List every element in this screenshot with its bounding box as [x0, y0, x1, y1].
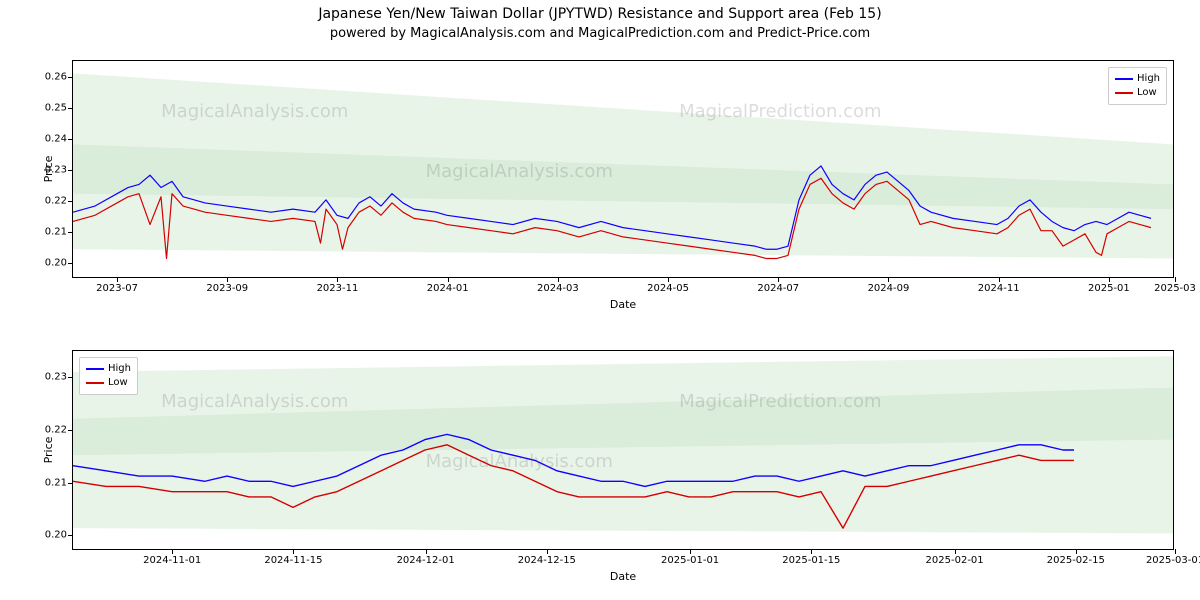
legend-swatch-high [1115, 78, 1133, 80]
legend-label-high: High [1137, 72, 1160, 86]
plot-area-top [73, 61, 1173, 277]
legend-row-high: High [86, 362, 131, 376]
x-axis-label: Date [610, 298, 636, 311]
legend-swatch-high [86, 368, 104, 370]
chart-main-title: Japanese Yen/New Taiwan Dollar (JPYTWD) … [0, 6, 1200, 22]
legend-row-high: High [1115, 72, 1160, 86]
chart-sub-title: powered by MagicalAnalysis.com and Magic… [0, 26, 1200, 41]
chart-panel-top: Price Date High Low 0.200.210.220.230.24… [72, 60, 1174, 278]
legend-row-low: Low [1115, 86, 1160, 100]
title-block: Japanese Yen/New Taiwan Dollar (JPYTWD) … [0, 0, 1200, 41]
x-axis-label: Date [610, 570, 636, 583]
legend-swatch-low [86, 382, 104, 384]
y-axis-label: Price [42, 437, 55, 464]
legend-label-low: Low [108, 376, 128, 390]
legend: High Low [79, 357, 138, 395]
x-tick-label: 2025-03-01 [1146, 549, 1200, 566]
legend-label-high: High [108, 362, 131, 376]
legend-label-low: Low [1137, 86, 1157, 100]
legend: High Low [1108, 67, 1167, 105]
legend-swatch-low [1115, 92, 1133, 94]
legend-row-low: Low [86, 376, 131, 390]
chart-panel-bottom: Price Date High Low 0.200.210.220.232024… [72, 350, 1174, 550]
support-resistance-band [73, 440, 1173, 534]
plot-area-bottom [73, 351, 1173, 549]
